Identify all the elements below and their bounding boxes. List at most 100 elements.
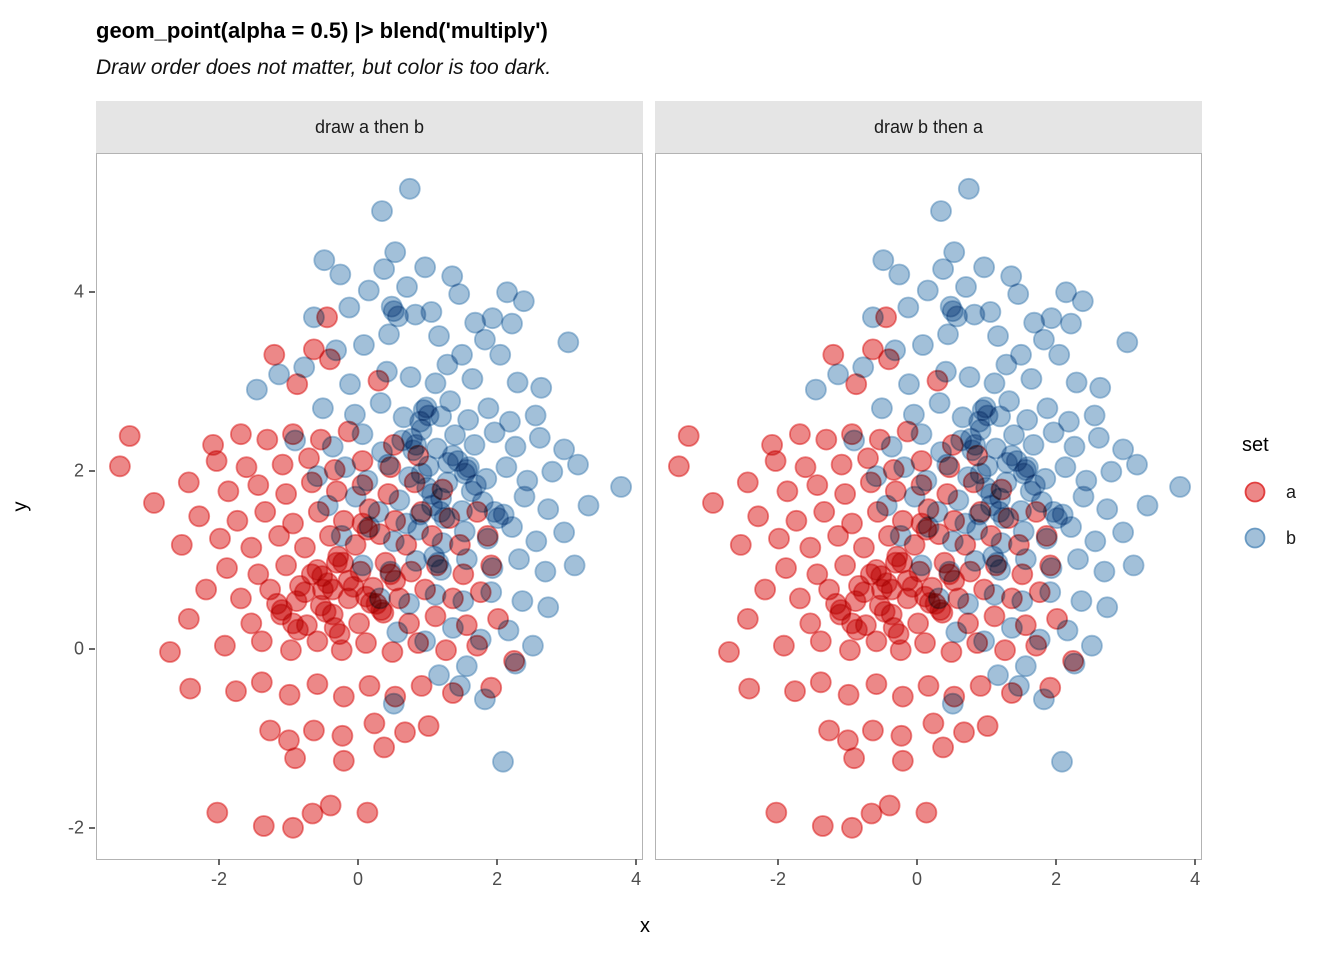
data-point-b (497, 619, 520, 642)
data-point-a (250, 630, 273, 653)
data-point-a (240, 536, 263, 559)
data-point-b (293, 356, 316, 379)
data-point-b (525, 530, 548, 553)
data-point-a (903, 533, 926, 556)
data-point-a (784, 680, 806, 703)
data-point-b (382, 692, 405, 715)
data-point-a (1062, 649, 1085, 672)
data-point-b (1032, 328, 1055, 351)
data-point-a (983, 605, 1006, 628)
data-point-b (1036, 397, 1059, 420)
data-point-b (352, 334, 375, 356)
data-point-a (875, 306, 898, 329)
x-tick-mark (357, 859, 360, 865)
data-point-a (286, 618, 309, 641)
data-point-a (1014, 614, 1037, 637)
data-point-a (358, 675, 381, 697)
data-point-a (278, 683, 301, 706)
data-point-b (427, 551, 450, 574)
data-point-a (356, 801, 379, 824)
data-point-b (1169, 475, 1191, 498)
data-point-b (368, 587, 391, 610)
data-point-b (330, 524, 353, 547)
data-point-b (334, 456, 357, 479)
data-point-b (325, 339, 348, 362)
data-point-a (973, 578, 996, 601)
y-tick-label: 0 (73, 638, 84, 659)
data-point-a (331, 724, 354, 747)
data-point-b (1087, 426, 1110, 449)
data-point-a (932, 736, 955, 759)
data-point-a (1011, 563, 1034, 586)
data-point-a (966, 632, 989, 654)
y-tick-mark (89, 469, 95, 472)
data-point-a (841, 512, 863, 535)
x-tick-mark (218, 859, 221, 865)
data-point-a (941, 433, 964, 456)
data-point-b (537, 596, 560, 619)
data-point-a (868, 428, 891, 451)
data-point-b (329, 263, 352, 286)
data-point-a (240, 612, 263, 635)
data-point-a (271, 453, 294, 476)
data-point-a (279, 639, 302, 662)
data-point-a (424, 605, 447, 628)
data-point-a (754, 578, 776, 601)
data-point-b (498, 410, 521, 433)
data-point-b (1122, 554, 1145, 577)
data-point-a (910, 474, 933, 497)
data-point-b (371, 200, 393, 222)
data-point-a (1007, 533, 1030, 556)
legend-item-a: a (1240, 475, 1340, 509)
data-point-b (979, 301, 1002, 323)
x-tick-mark (1055, 859, 1058, 865)
data-point-a (332, 685, 355, 708)
data-point-a (922, 712, 945, 735)
data-point-b (553, 438, 576, 461)
data-point-b (398, 177, 421, 200)
data-point-b (473, 688, 496, 711)
data-point-a (917, 675, 940, 697)
data-point-b (563, 554, 586, 577)
data-point-a (870, 565, 893, 588)
data-point-b (481, 307, 504, 330)
data-point-b (1060, 312, 1082, 335)
data-point-b (487, 507, 510, 530)
data-point-b (513, 485, 536, 508)
data-point-a (293, 536, 316, 559)
data-point-b (521, 634, 544, 657)
data-point-a (250, 671, 273, 694)
data-point-a (311, 565, 334, 588)
data-point-a (910, 450, 933, 472)
data-point-b (339, 373, 361, 396)
data-point-a (179, 677, 202, 700)
data-point-b (1126, 453, 1148, 476)
data-point-b (316, 494, 339, 517)
data-point-b (524, 404, 547, 427)
data-point-b (1007, 283, 1030, 306)
data-point-a (838, 639, 861, 662)
legend-label-b: b (1286, 527, 1297, 548)
data-point-b (1022, 433, 1045, 456)
data-point-a (891, 551, 914, 574)
data-point-a (254, 500, 277, 523)
data-point-b (511, 590, 534, 613)
data-point-a (966, 444, 989, 467)
data-point-a (209, 527, 231, 550)
data-point-a (947, 587, 970, 610)
data-point-a (736, 607, 759, 630)
data-point-b (553, 521, 576, 544)
data-point-b (1080, 634, 1103, 657)
data-point-a (216, 557, 238, 580)
facet-strip-right-label: draw b then a (873, 116, 984, 137)
data-point-a (984, 554, 1007, 577)
data-point-a (957, 612, 980, 635)
data-point-b (469, 628, 492, 651)
data-point-b (976, 404, 999, 427)
data-point-b (506, 371, 529, 394)
data-point-a (865, 673, 888, 695)
legend-title: set (1242, 434, 1269, 456)
data-point-b (577, 494, 600, 517)
data-point-b (421, 483, 444, 505)
data-point-a (815, 428, 838, 451)
